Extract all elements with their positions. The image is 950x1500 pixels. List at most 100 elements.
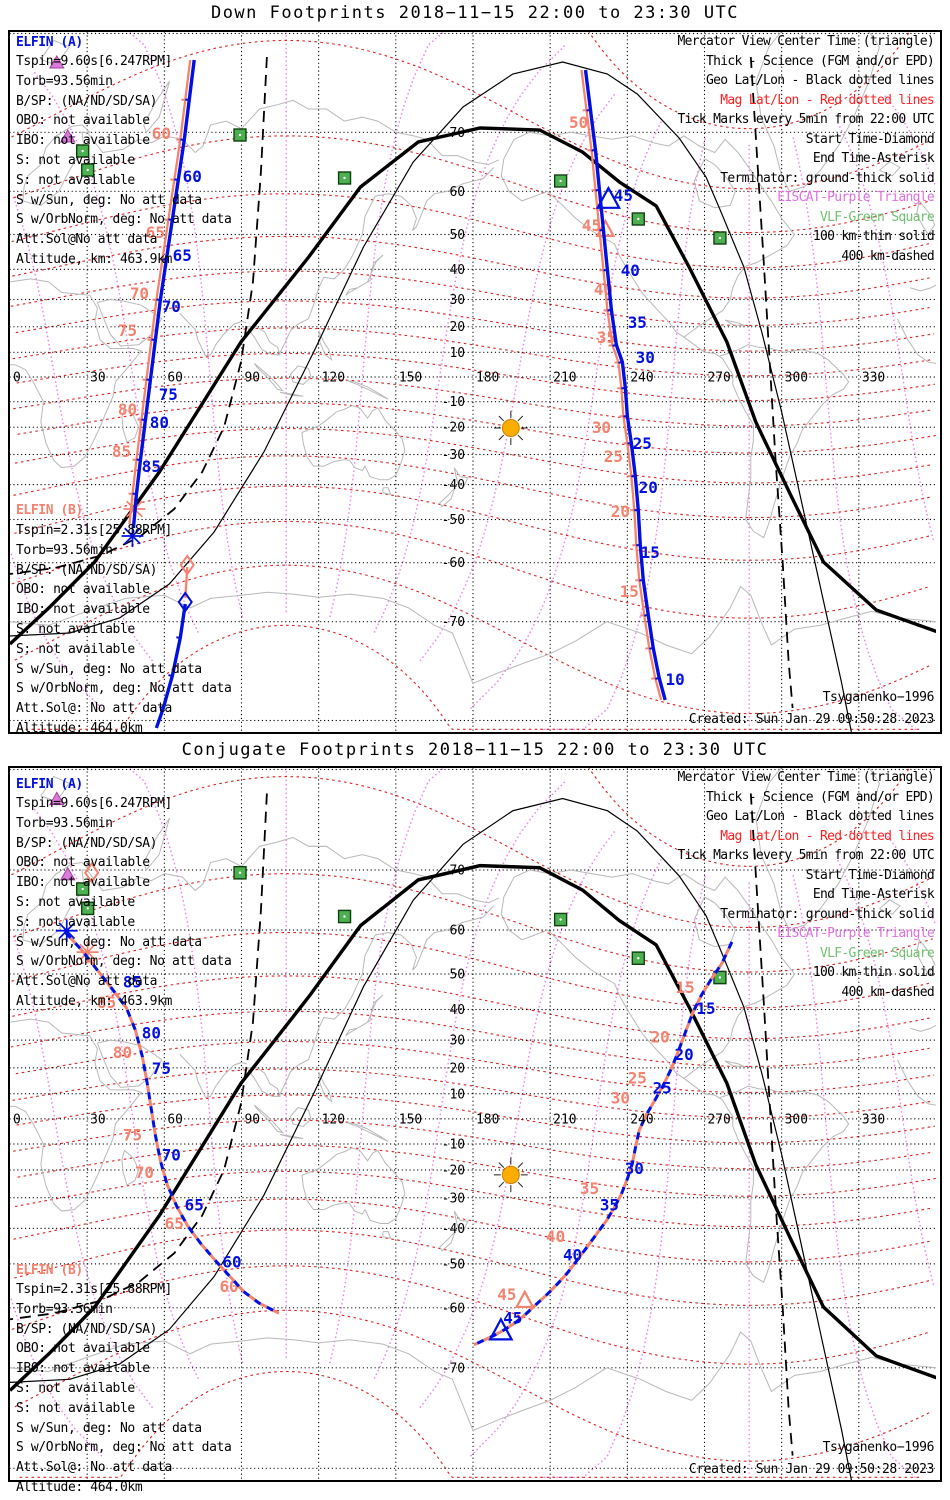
trajectory-maglat-label: 25 — [653, 1078, 672, 1097]
info-line: S w/Sun, deg: No att data — [16, 661, 202, 677]
longitude-tick-label: 60 — [167, 1112, 183, 1127]
longitude-tick-label: 0 — [13, 370, 21, 385]
elfin-b-info-block: Tspin=2.31s[25.88RPM] Torb=93.56min B/SP: … — [16, 523, 232, 741]
info-line: S: not available — [16, 1380, 135, 1396]
info-line: Tspin=9.60s[6.247RPM] — [16, 54, 172, 69]
longitude-tick-label: 300 — [785, 1112, 808, 1127]
longitude-tick-label: 240 — [630, 370, 653, 385]
elfin-b-header: ELFIN (B) — [16, 503, 83, 518]
mag-latitude-grid — [10, 768, 936, 1478]
eiscat-site-markers — [48, 55, 76, 143]
legend-item: Terminator: ground-thick solid — [720, 906, 935, 922]
latitude-tick-label: 10 — [449, 1087, 465, 1102]
map-canvas: 8580757065608580757065601520253035404515… — [10, 768, 936, 1480]
info-line: S: not available — [16, 894, 135, 910]
trajectory-maglat-label: 45 — [497, 1285, 516, 1304]
terminator-ground-thick — [10, 126, 936, 646]
latitude-tick-label: -30 — [442, 1191, 465, 1206]
longitude-tick-label: 180 — [476, 1112, 499, 1127]
legend-item: Geo Lat/Lon - Black dotted lines — [705, 73, 935, 88]
center-time-triangle-marker — [488, 1316, 514, 1341]
trajectory-maglat-label: 30 — [611, 1088, 630, 1107]
panel-title-conjugate-footprints: Conjugate Footprints 2018−11−15 22:00 to… — [181, 740, 769, 760]
map-canvas: 60 65 70 75 80 85 60 65 70 75 80 85 50 45 40 35 30 25 20 15… — [10, 32, 936, 732]
trajectory-maglat-label: 20 — [611, 502, 630, 521]
center-time-triangle-marker — [595, 185, 622, 209]
legend-item: 400 km-dashed — [841, 984, 934, 1000]
trajectory-maglat-label: 15 — [641, 543, 660, 562]
info-line: B/SP: (NA/ND/SD/SA) — [16, 835, 158, 851]
trajectory-maglat-label: 75 — [123, 1125, 142, 1144]
trajectory-maglat-label: 25 — [604, 447, 623, 466]
info-line: IBO: not available — [16, 133, 150, 149]
trajectory-elfin-a: 60 65 70 75 80 85 — [121, 59, 202, 547]
info-line: S: not available — [16, 641, 135, 657]
legend-item: 100 km-thin solid — [812, 229, 935, 244]
elfin-b-info-block: Tspin=2.31s[25.88RPM] Torb=93.56min B/SP: … — [16, 1282, 232, 1500]
legend-item: End Time-Asterisk — [812, 151, 935, 166]
info-line: S w/OrbNorm, deg: No att data — [16, 212, 232, 228]
terminator-100km-thin — [10, 797, 852, 1480]
terminator-curves — [10, 56, 936, 732]
longitude-tick-label: 180 — [476, 370, 499, 385]
longitude-tick-label: 150 — [399, 1112, 422, 1127]
info-line: S: not available — [16, 914, 135, 930]
mag-latitude-grid — [10, 32, 936, 730]
trajectory-maglat-label: 75 — [152, 1059, 171, 1078]
longitude-tick-label: 120 — [322, 370, 345, 385]
center-time-triangle-marker — [514, 1289, 535, 1309]
trajectory-maglat-label: 20 — [639, 478, 658, 497]
legend-item: Terminator: ground-thick solid — [720, 170, 935, 186]
end-time-asterisk-marker — [121, 525, 144, 547]
legend-item: Start Time-Diamond — [805, 867, 935, 883]
trajectory-maglat-label: 85 — [142, 457, 161, 476]
legend-item: 400 km-dashed — [841, 248, 934, 264]
longitude-tick-label: 270 — [707, 1112, 730, 1127]
latitude-tick-label: -50 — [442, 513, 465, 528]
latitude-tick-label: -20 — [442, 1163, 465, 1178]
coastlines — [10, 32, 936, 684]
trajectory-elfin-a: 85 80 75 70 65 60 — [55, 919, 280, 1315]
axis-labels: 0306090120150180210240270300330360706050… — [13, 863, 885, 1376]
info-line: Torb=93.56min — [16, 1301, 113, 1317]
vlf-site-markers — [76, 865, 727, 985]
trajectory-elfin-b: 50 45 40 35 30 25 20 15 — [569, 69, 663, 701]
trajectory-elfin-a — [154, 591, 193, 729]
sun-icon — [493, 1157, 528, 1193]
latitude-tick-label: -50 — [442, 1257, 465, 1272]
trajectory-maglat-label: 45 — [582, 216, 601, 235]
latitude-tick-label: 50 — [449, 967, 465, 982]
info-line: B/SP: (NA/ND/SD/SA) — [16, 1321, 158, 1337]
legend-item: Thick - Science (FGM and/or EPD) — [705, 53, 935, 69]
info-line: S: not available — [16, 621, 135, 637]
trajectory-maglat-label: 40 — [563, 1245, 582, 1264]
trajectory-maglat-label: 80 — [142, 1023, 161, 1042]
trajectory-maglat-label: 40 — [621, 261, 640, 280]
trajectory-maglat-label: 15 — [696, 999, 715, 1018]
latitude-tick-label: -70 — [442, 1361, 465, 1376]
trajectory-maglat-label: 45 — [503, 1308, 522, 1327]
eiscat-purple-triangle-icon — [48, 791, 65, 806]
elfin-a-info-block: Tspin=9.60s[6.247RPM] Torb=93.56min B/SP: … — [16, 54, 232, 272]
latitude-tick-label: -40 — [442, 478, 465, 493]
legend-item: Mercator View Center Time (triangle) — [677, 770, 934, 785]
latitude-tick-label: -30 — [442, 448, 465, 463]
elfin-a-info-block: Tspin=9.60s[6.247RPM] Torb=93.56min B/SP: … — [16, 796, 232, 1014]
start-time-diamond-marker — [177, 591, 193, 613]
eiscat-purple-triangle-icon — [48, 55, 65, 69]
end-time-asterisk-marker — [55, 919, 78, 942]
info-line: Torb=93.56min — [16, 815, 113, 831]
latitude-tick-label: -10 — [442, 1138, 465, 1153]
legend-item: Tick Marks every 5min from 22:00 UTC — [677, 848, 934, 863]
trajectory-maglat-label: 70 — [162, 1145, 181, 1164]
coastlines — [10, 768, 936, 1432]
info-line: S: not available — [16, 1400, 135, 1416]
info-line: Att.Sol@No att data — [16, 232, 158, 248]
longitude-tick-label: 60 — [167, 370, 183, 385]
latitude-tick-label: -60 — [442, 556, 465, 571]
trajectory-maglat-label: 35 — [628, 313, 647, 332]
trajectory-maglat-label: 80 — [118, 400, 137, 419]
info-line: Altitude: 464.0km — [16, 1479, 143, 1495]
